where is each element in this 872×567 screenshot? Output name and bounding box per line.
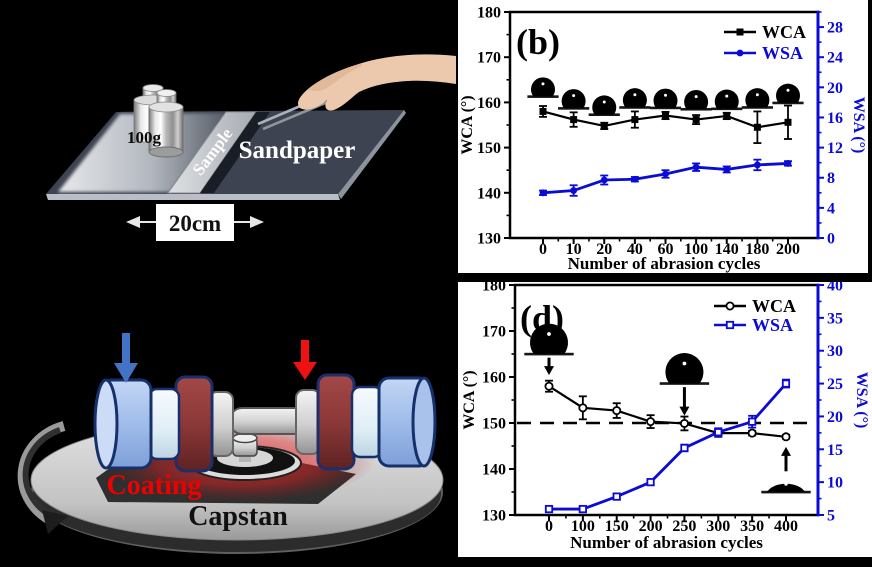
svg-text:24: 24 [827, 50, 843, 67]
svg-text:130: 130 [477, 231, 501, 248]
abraded-track [58, 113, 228, 192]
svg-text:0: 0 [539, 241, 547, 258]
droplet-icon [524, 323, 574, 356]
weight-100g [133, 84, 184, 158]
svg-text:150: 150 [605, 518, 629, 535]
chart-b: 130 140 150 160 170 180 0 4 8 12 16 20 24 28 0 10 20 40 60… [458, 0, 868, 273]
droplet-icon [649, 88, 682, 110]
svg-text:0: 0 [827, 231, 835, 248]
svg-text:4: 4 [827, 200, 835, 217]
droplet-icon [772, 83, 804, 105]
svg-text:12: 12 [827, 140, 843, 157]
svg-text:15: 15 [827, 442, 843, 459]
press-arrow-red-icon [293, 340, 317, 380]
hand-shadow [308, 63, 362, 91]
left-axis-label: WCA (°) [461, 370, 478, 429]
series-WCA [539, 104, 792, 144]
svg-text:150: 150 [482, 416, 506, 433]
right-axis-label: WSA (°) [850, 97, 867, 154]
panel-capstan-schematic: Coating Capstan [17, 333, 444, 554]
svg-text:30: 30 [827, 343, 843, 360]
sandpaper-label: Sandpaper [239, 137, 356, 164]
dimension-label-box [156, 204, 234, 241]
svg-text:16: 16 [827, 110, 843, 127]
svg-text:WCA: WCA [752, 296, 796, 316]
svg-text:35: 35 [827, 310, 843, 327]
droplet-icon [761, 482, 811, 494]
svg-text:28: 28 [827, 20, 843, 37]
svg-text:0: 0 [545, 518, 553, 535]
weight-label: 100g [127, 128, 162, 147]
svg-text:20: 20 [827, 80, 843, 97]
svg-text:150: 150 [477, 140, 501, 157]
droplet-icon [558, 89, 590, 110]
dimension-label: 20cm [169, 211, 221, 236]
panel-label: (b) [516, 22, 560, 62]
droplet-icon [659, 353, 710, 385]
hand-icon [297, 54, 456, 111]
droplet-icon [680, 89, 712, 111]
series-WCA [544, 379, 791, 442]
svg-text:180: 180 [745, 241, 769, 258]
droplet-icon-row [527, 77, 804, 117]
svg-text:250: 250 [672, 518, 696, 535]
x-axis-label: Number of abrasion cycles [570, 533, 763, 552]
axes: 130 140 150 160 170 180 0 4 8 12 16 20 24 28 0 10 20 40 60… [459, 5, 867, 274]
panel-abrasion-schematic: Sample Sandpaper 100g 20cm [46, 54, 456, 241]
svg-text:140: 140 [477, 185, 501, 202]
x-axis-label: Number of abrasion cycles [568, 254, 761, 273]
svg-text:170: 170 [482, 324, 506, 341]
coating-rollers [93, 373, 437, 473]
svg-text:350: 350 [740, 518, 764, 535]
svg-text:140: 140 [715, 241, 739, 258]
svg-text:400: 400 [774, 518, 798, 535]
svg-text:25: 25 [827, 376, 843, 393]
svg-text:5: 5 [827, 508, 835, 525]
droplet-icon [741, 88, 773, 109]
sample-strip [167, 111, 270, 194]
capstan-label: Capstan [188, 501, 288, 532]
right-axis-label: WSA (°) [853, 372, 870, 429]
svg-text:200: 200 [639, 518, 663, 535]
series-WSA [539, 158, 792, 197]
left-axis-label: WCA (°) [459, 95, 476, 154]
annotations [524, 323, 811, 494]
svg-text:20: 20 [596, 241, 612, 258]
svg-text:WCA: WCA [762, 22, 806, 42]
svg-text:100: 100 [571, 518, 595, 535]
svg-text:100: 100 [684, 241, 708, 258]
svg-text:WSA: WSA [752, 315, 793, 335]
droplet-icon [711, 89, 743, 111]
svg-text:200: 200 [776, 241, 800, 258]
svg-text:10: 10 [827, 475, 843, 492]
svg-text:160: 160 [477, 95, 501, 112]
press-arrow-blue-icon [114, 333, 138, 383]
svg-text:WSA: WSA [762, 43, 803, 63]
rotation-arrow-icon [17, 421, 68, 534]
svg-text:160: 160 [482, 370, 506, 387]
droplet-icon [619, 88, 651, 109]
svg-text:60: 60 [658, 241, 674, 258]
svg-text:170: 170 [477, 50, 501, 67]
droplet-icon [588, 95, 620, 117]
svg-text:180: 180 [477, 5, 501, 22]
svg-text:10: 10 [566, 241, 582, 258]
svg-text:180: 180 [482, 282, 506, 295]
svg-text:140: 140 [482, 462, 506, 479]
svg-text:300: 300 [706, 518, 730, 535]
svg-text:130: 130 [482, 508, 506, 525]
series-WSA [544, 378, 791, 514]
coating-label: Coating [107, 470, 202, 501]
svg-text:40: 40 [627, 241, 643, 258]
svg-text:8: 8 [827, 170, 835, 187]
svg-text:20: 20 [827, 409, 843, 426]
svg-text:40: 40 [827, 282, 843, 295]
droplet-icon [527, 77, 559, 98]
